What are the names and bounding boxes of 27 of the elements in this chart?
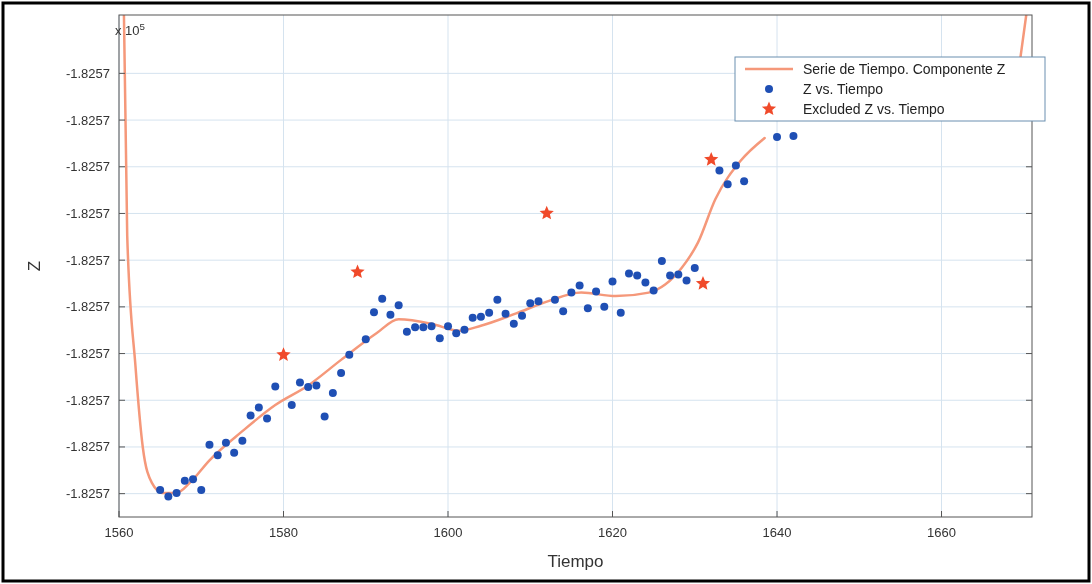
text: -1.8257 <box>65 299 110 315</box>
legend-label: Z vs. Tiempo <box>803 81 884 97</box>
x-tick-label: 1620 <box>598 525 627 540</box>
x-tick-label: 1640 <box>762 525 792 540</box>
legend-label: Excluded Z vs. Tiempo <box>803 101 945 117</box>
point <box>695 276 711 290</box>
text: -1.8257 <box>65 112 110 128</box>
point <box>704 152 719 166</box>
point <box>350 264 365 279</box>
x-axis-title: Tiempo <box>547 552 604 571</box>
text: -1.8257 <box>65 486 110 502</box>
annotation: x 10$^{5}$ <box>115 20 146 38</box>
text: -1.8257 <box>65 392 110 408</box>
x-tick-label: 1580 <box>269 525 298 540</box>
point <box>276 347 291 361</box>
x-tick-label: 1600 <box>433 525 463 540</box>
x-tick-label: 1560 <box>104 525 134 540</box>
text: -1.8257 <box>65 346 110 362</box>
text: -1.8257 <box>65 252 110 268</box>
text: -1.8257 <box>65 65 110 81</box>
point <box>539 205 554 220</box>
text: -1.8257 <box>65 159 110 175</box>
x-tick-label: 1660 <box>927 525 956 540</box>
text: -1.8257 <box>65 439 110 455</box>
legend-label: Serie de Tiempo. Componente Z <box>803 61 1006 77</box>
y-axis-title: Z <box>25 260 44 272</box>
text: -1.8257 <box>65 205 110 221</box>
